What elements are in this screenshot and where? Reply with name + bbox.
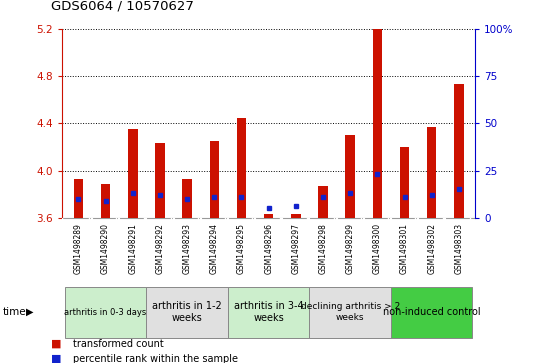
Text: transformed count: transformed count [73,339,164,349]
Text: ■: ■ [51,354,62,363]
Text: GSM1498300: GSM1498300 [373,223,382,274]
Bar [400,147,409,218]
Bar [318,186,328,218]
FancyBboxPatch shape [65,287,146,338]
Bar [427,127,436,218]
FancyBboxPatch shape [309,287,391,338]
Text: time: time [3,307,26,317]
Text: GSM1498292: GSM1498292 [156,223,165,274]
Bar [128,129,138,218]
Text: GSM1498293: GSM1498293 [183,223,192,274]
Text: GDS6064 / 10570627: GDS6064 / 10570627 [51,0,194,13]
Text: declining arthritis > 2
weeks: declining arthritis > 2 weeks [301,302,400,322]
Bar [237,118,246,218]
Text: GSM1498289: GSM1498289 [74,223,83,274]
Text: GSM1498295: GSM1498295 [237,223,246,274]
Bar [73,179,83,218]
Text: ■: ■ [51,339,62,349]
Text: GSM1498294: GSM1498294 [210,223,219,274]
Text: GSM1498296: GSM1498296 [264,223,273,274]
FancyBboxPatch shape [146,287,228,338]
FancyBboxPatch shape [391,287,472,338]
Bar [373,29,382,218]
Text: GSM1498290: GSM1498290 [101,223,110,274]
Bar [155,143,165,218]
Text: arthritis in 0-3 days: arthritis in 0-3 days [64,308,147,317]
Bar [346,135,355,218]
Bar [183,179,192,218]
Text: GSM1498302: GSM1498302 [427,223,436,274]
Bar [101,184,110,218]
Text: arthritis in 3-4
weeks: arthritis in 3-4 weeks [234,301,303,323]
Bar [210,141,219,218]
Text: non-induced control: non-induced control [383,307,481,317]
Text: GSM1498303: GSM1498303 [454,223,463,274]
Text: GSM1498291: GSM1498291 [129,223,137,274]
Text: GSM1498297: GSM1498297 [291,223,300,274]
Bar [291,214,301,218]
Text: arthritis in 1-2
weeks: arthritis in 1-2 weeks [152,301,222,323]
Text: GSM1498298: GSM1498298 [319,223,327,274]
Text: GSM1498301: GSM1498301 [400,223,409,274]
FancyBboxPatch shape [228,287,309,338]
Text: percentile rank within the sample: percentile rank within the sample [73,354,238,363]
Text: GSM1498299: GSM1498299 [346,223,355,274]
Text: ▶: ▶ [26,307,33,317]
Bar [454,85,464,218]
Bar [264,214,273,218]
